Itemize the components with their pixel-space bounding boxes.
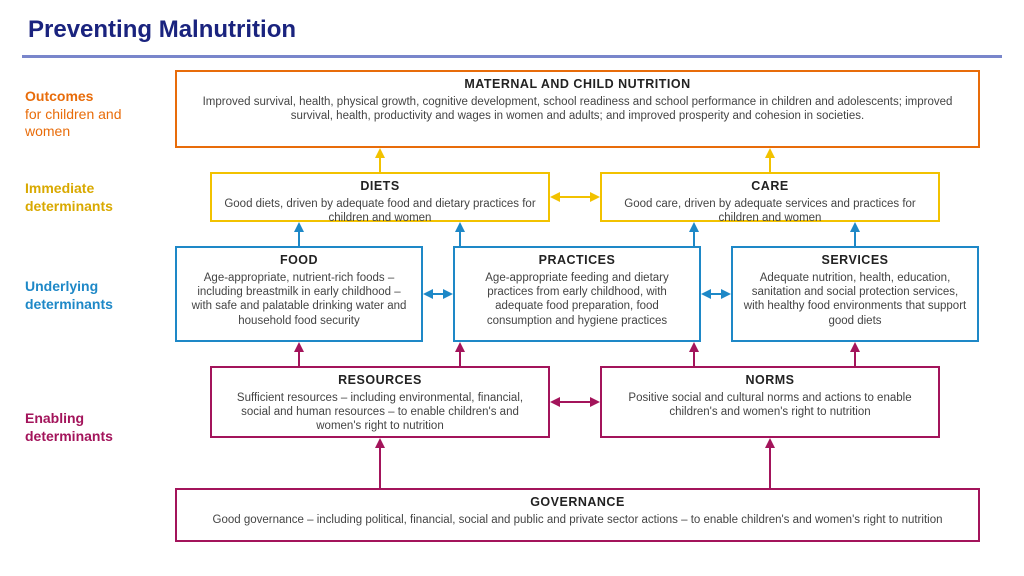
box-services: SERVICES Adequate nutrition, health, edu…	[731, 246, 979, 342]
row-label-underlying: Underlying determinants	[25, 278, 165, 313]
box-body: Age-appropriate, nutrient-rich foods – i…	[192, 272, 407, 327]
row-label-immediate: Immediate determinants	[25, 180, 165, 215]
box-heading: CARE	[612, 179, 928, 195]
box-heading: GOVERNANCE	[187, 495, 968, 511]
box-body: Sufficient resources – including environ…	[237, 392, 523, 433]
title-rule	[22, 55, 1002, 58]
page-title: Preventing Malnutrition	[28, 16, 296, 44]
box-food: FOOD Age-appropriate, nutrient-rich food…	[175, 246, 423, 342]
box-body: Adequate nutrition, health, education, s…	[744, 272, 966, 327]
box-heading: NORMS	[612, 373, 928, 389]
box-practices: PRACTICES Age-appropriate feeding and di…	[453, 246, 701, 342]
box-body: Good care, driven by adequate services a…	[624, 198, 916, 224]
row-label-outcomes-b: for children and women	[25, 106, 122, 140]
box-heading: RESOURCES	[222, 373, 538, 389]
box-heading: FOOD	[187, 253, 411, 269]
box-resources: RESOURCES Sufficient resources – includi…	[210, 366, 550, 438]
row-label-outcomes-a: Outcomes	[25, 88, 93, 104]
box-heading: PRACTICES	[465, 253, 689, 269]
box-heading: SERVICES	[743, 253, 967, 269]
box-body: Positive social and cultural norms and a…	[628, 392, 911, 418]
box-body: Improved survival, health, physical grow…	[203, 96, 953, 122]
box-governance: GOVERNANCE Good governance – including p…	[175, 488, 980, 542]
box-care: CARE Good care, driven by adequate servi…	[600, 172, 940, 222]
box-heading: DIETS	[222, 179, 538, 195]
box-body: Good diets, driven by adequate food and …	[224, 198, 535, 224]
box-diets: DIETS Good diets, driven by adequate foo…	[210, 172, 550, 222]
box-norms: NORMS Positive social and cultural norms…	[600, 366, 940, 438]
box-body: Good governance – including political, f…	[213, 514, 943, 526]
box-maternal-child-nutrition: MATERNAL AND CHILD NUTRITION Improved su…	[175, 70, 980, 148]
row-label-outcomes: Outcomes for children and women	[25, 88, 165, 141]
box-heading: MATERNAL AND CHILD NUTRITION	[187, 77, 968, 93]
row-label-enabling: Enabling determinants	[25, 410, 165, 445]
box-body: Age-appropriate feeding and dietary prac…	[485, 272, 669, 327]
